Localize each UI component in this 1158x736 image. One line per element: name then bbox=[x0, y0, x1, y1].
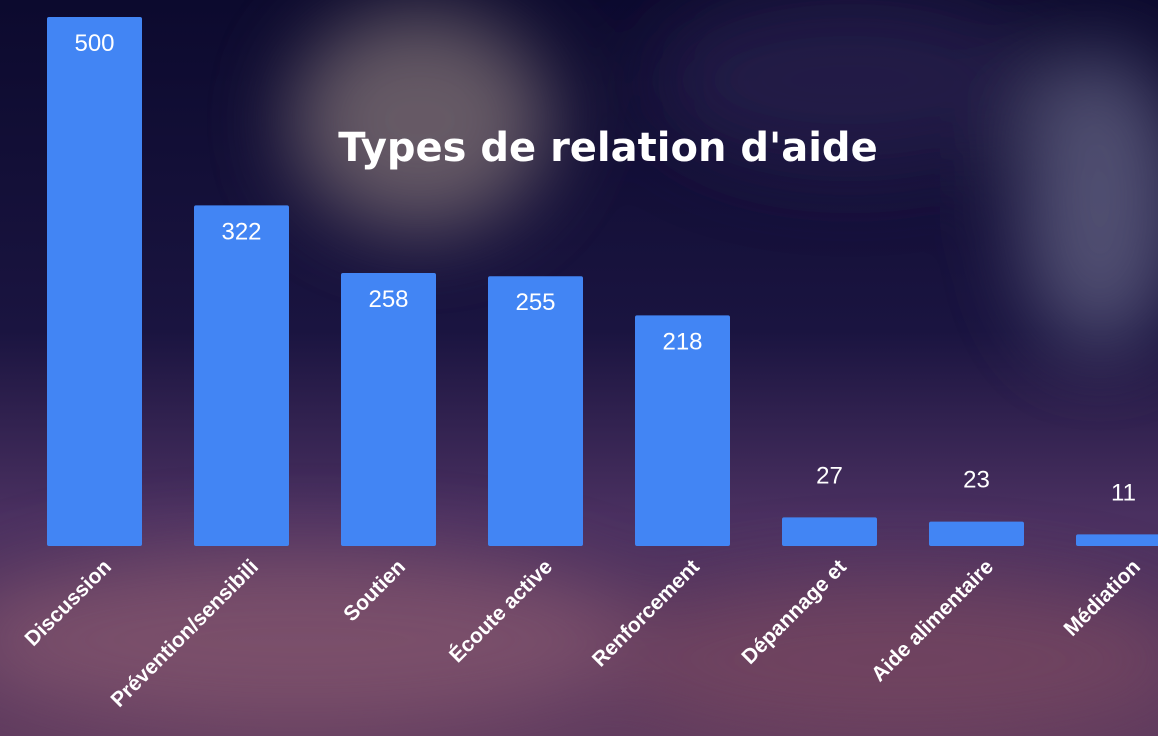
data-label: 322 bbox=[221, 218, 261, 245]
data-label: 255 bbox=[515, 289, 555, 316]
bar bbox=[194, 205, 289, 546]
data-label: 218 bbox=[662, 328, 702, 355]
bar bbox=[47, 17, 142, 546]
data-label: 11 bbox=[1111, 479, 1136, 506]
bar bbox=[635, 315, 730, 546]
data-label: 500 bbox=[74, 30, 114, 57]
bar bbox=[341, 273, 436, 546]
bar bbox=[488, 276, 583, 546]
bar bbox=[1076, 534, 1158, 546]
data-label: 27 bbox=[816, 462, 843, 489]
data-label: 258 bbox=[368, 286, 408, 313]
bar bbox=[929, 521, 1024, 546]
bar bbox=[782, 517, 877, 546]
data-label: 23 bbox=[963, 467, 990, 494]
chart-title: Types de relation d'aide bbox=[338, 125, 877, 171]
